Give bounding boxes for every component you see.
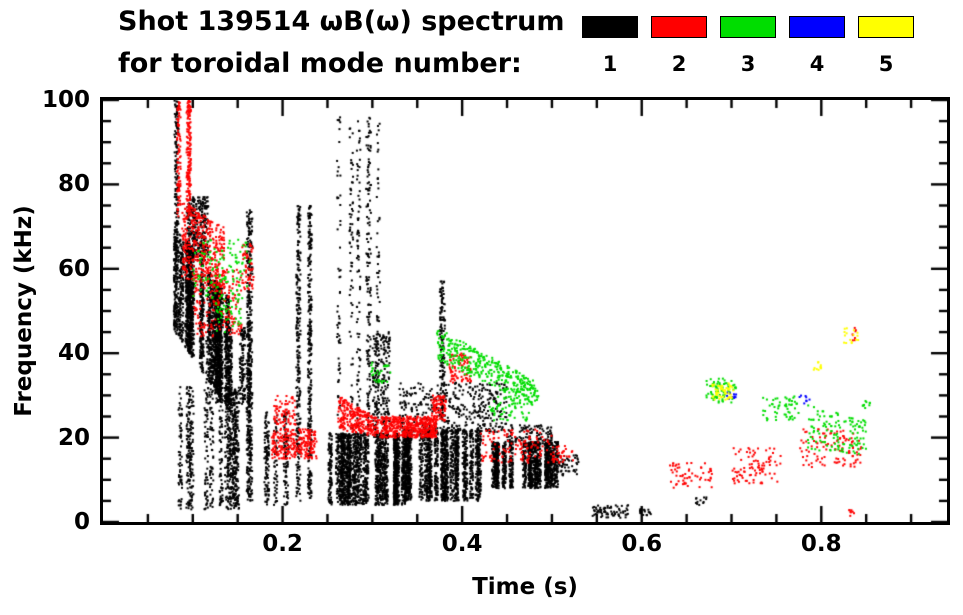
y-axis-label: Frequency (kHz) (11, 205, 37, 417)
legend-mode-numbers: 1 2 3 4 5 (582, 52, 914, 76)
y-tick-label-100: 100 (41, 87, 90, 113)
legend-color-swatches (582, 16, 914, 38)
legend-label-mode-1: 1 (602, 52, 618, 76)
legend-swatch-mode-2 (651, 16, 707, 38)
legend-label-mode-4: 4 (809, 52, 825, 76)
y-tick-label-80: 80 (57, 171, 90, 198)
y-tick-label-20: 20 (57, 424, 90, 451)
y-tick-label-0: 0 (73, 509, 90, 535)
y-tick-label-60: 60 (57, 255, 90, 282)
plot-frame (100, 97, 950, 525)
legend-label-mode-3: 3 (740, 52, 756, 76)
spectrogram-canvas (103, 100, 947, 522)
x-tick-label-0.2: 0.2 (262, 531, 303, 557)
legend-swatch-mode-4 (789, 16, 845, 38)
legend-label-mode-2: 2 (671, 52, 687, 76)
x-axis-label: Time (s) (472, 574, 578, 600)
legend-swatch-mode-5 (858, 16, 914, 38)
chart-subtitle: for toroidal mode number: (118, 48, 522, 79)
y-tick-label-40: 40 (57, 340, 90, 367)
x-tick-label-0.6: 0.6 (621, 531, 663, 557)
x-tick-label-0.4: 0.4 (441, 531, 483, 557)
chart-title: Shot 139514 ωB(ω) spectrum (118, 6, 565, 37)
legend-label-mode-5: 5 (878, 52, 894, 76)
legend-swatch-mode-1 (582, 16, 638, 38)
legend-swatch-mode-3 (720, 16, 776, 38)
x-tick-label-0.8: 0.8 (800, 531, 842, 557)
